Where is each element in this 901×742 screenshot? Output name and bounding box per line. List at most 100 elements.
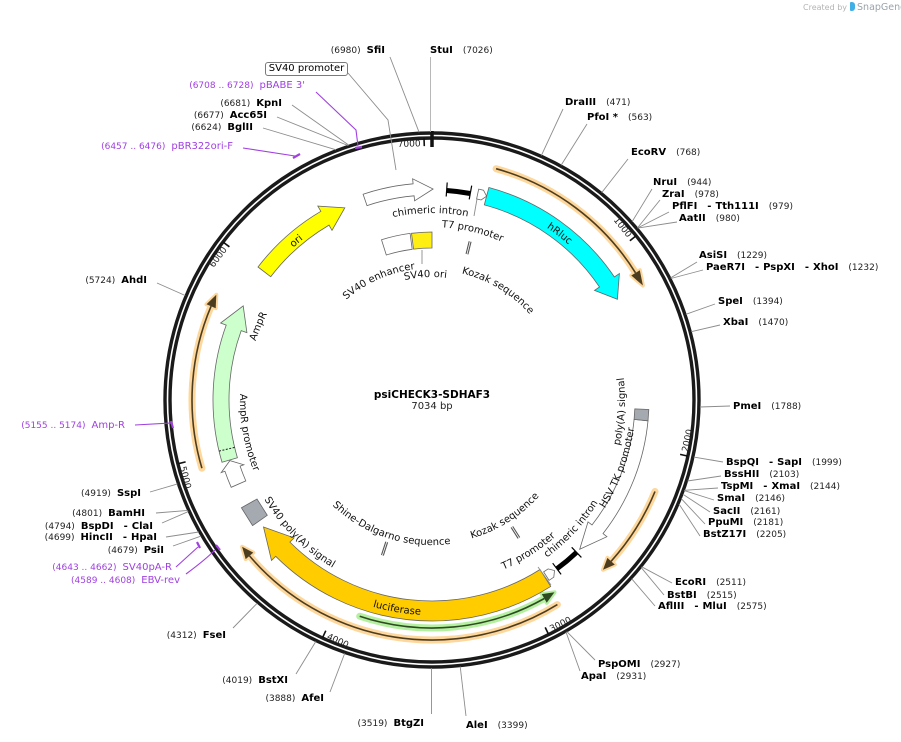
feature-label-sv40-promoter[interactable]: SV40 promoter [265, 62, 348, 76]
feature-sv40-ori[interactable] [411, 231, 433, 250]
feature-sv40-polya-box[interactable] [240, 498, 268, 527]
enzyme-afliii-mlui[interactable]: AflIII - MluI (2575) [658, 601, 767, 613]
primer-pbr322ori-f-mark[interactable] [242, 147, 301, 159]
enzyme-acc65i[interactable]: (6677) Acc65I [194, 110, 267, 122]
enzyme-position: (7026) [462, 46, 493, 56]
enzyme-position: (4801) [72, 509, 103, 519]
enzyme-ecorv[interactable]: EcoRV (768) [631, 147, 700, 159]
enzyme-alei[interactable]: AleI (3399) [466, 720, 528, 732]
enzyme-pmei[interactable]: PmeI (1788) [733, 401, 801, 413]
enzyme-position: (2205) [756, 530, 787, 540]
primer-sv40pa-r-mark[interactable] [175, 541, 201, 568]
enzyme-position: (2161) [750, 507, 781, 517]
orf-arc-luciferase[interactable] [240, 544, 561, 644]
enzyme-nrui[interactable]: NruI (944) [653, 177, 711, 189]
enzyme-bsshii[interactable]: BssHII (2103) [724, 469, 799, 481]
enzyme-name: PpuMI [708, 517, 744, 528]
primer-amp-r-mark[interactable] [134, 420, 175, 429]
feature-kozak-top[interactable] [465, 241, 472, 255]
enzyme-kpni[interactable]: (6681) KpnI [220, 98, 282, 110]
enzyme-position: (979) [768, 202, 793, 212]
enzyme-stui[interactable]: StuI (7026) [430, 45, 493, 57]
orf-arc-ampr[interactable] [188, 292, 219, 472]
feature-label-kozak-bottom[interactable]: Kozak sequence [469, 491, 541, 542]
enzyme-spei[interactable]: SpeI (1394) [718, 296, 783, 308]
feature-ampr-arrow[interactable] [212, 305, 248, 463]
feature-hsv-tk-promoter-arrow[interactable] [579, 418, 649, 551]
feature-t7-promoter-top[interactable] [476, 188, 488, 201]
enzyme-apai[interactable]: ApaI (2931) [581, 671, 646, 683]
enzyme-position: (1394) [752, 297, 783, 307]
enzyme-asisi[interactable]: AsiSI (1229) [699, 250, 767, 262]
enzyme-pflfi-tth111i[interactable]: PflFI - Tth111I (979) [672, 201, 793, 213]
feature-polya-signal-box[interactable] [633, 408, 650, 422]
orf-arc-hsvtk[interactable] [601, 488, 659, 572]
tick-label-2000: 2000 [681, 428, 696, 453]
primer-pbabe3[interactable]: (6708 .. 6728) pBABE 3' [189, 80, 305, 92]
feature-label-chimeric-intron-top[interactable]: chimeric intron [391, 205, 469, 220]
primer-sv40pa-r[interactable]: (4643 .. 4662) SV40pA-R [52, 562, 172, 574]
primer-pbabe3-mark[interactable] [315, 91, 363, 150]
enzyme-fsei[interactable]: (4312) FseI [167, 630, 226, 642]
enzyme-bstxi[interactable]: (4019) BstXI [222, 675, 288, 687]
feature-sv40-enhancer[interactable] [380, 232, 413, 256]
feature-label-t7-promoter-top[interactable]: T7 promoter [440, 219, 505, 245]
plasmid-length: 7034 bp [411, 401, 453, 412]
enzyme-ppumi[interactable]: PpuMI (2181) [708, 517, 783, 529]
enzyme-position: (6980) [330, 46, 361, 56]
orf-arc-hrluc[interactable] [492, 165, 645, 288]
enzyme-sacii[interactable]: SacII (2161) [713, 506, 780, 518]
enzyme-bglii[interactable]: (6624) BglII [191, 122, 253, 134]
primer-amp-r[interactable]: (5155 .. 5174) Amp-R [21, 420, 125, 432]
primer-ebv-rev-mark[interactable] [185, 544, 221, 575]
feature-label-ampr-promoter[interactable]: AmpR promoter [237, 394, 262, 474]
enzyme-paer7i-pspxi-xhoi[interactable]: PaeR7I - PspXI - XhoI (1232) [706, 262, 878, 274]
enzyme-hincii-hpai[interactable]: (4699) HincII - HpaI [45, 532, 157, 544]
enzyme-sspi[interactable]: (4919) SspI [81, 488, 141, 500]
enzyme-xbai[interactable]: XbaI (1470) [723, 317, 788, 329]
enzyme-pspomi[interactable]: PspOMI (2927) [598, 659, 680, 671]
feature-label-kozak-top[interactable]: Kozak sequence [461, 266, 536, 317]
enzyme-pfoi[interactable]: PfoI * (563) [587, 112, 652, 124]
enzyme-bamhi[interactable]: (4801) BamHI [72, 508, 145, 520]
enzyme-zrai[interactable]: ZraI (978) [662, 189, 719, 201]
feature-label-ampr[interactable]: AmpR [248, 310, 270, 342]
enzyme-btgzi[interactable]: (3519) BtgZI [358, 718, 424, 730]
enzyme-ecori[interactable]: EcoRI (2511) [675, 577, 746, 589]
enzyme-afei[interactable]: (3888) AfeI [265, 693, 324, 705]
feature-chimeric-intron-arrow[interactable] [362, 178, 434, 207]
feature-kozak-bottom[interactable] [510, 526, 521, 539]
enzyme-name: PsiI [143, 545, 164, 556]
feature-label-sv40-ori[interactable]: SV40 ori [403, 269, 447, 283]
feature-ori-arrow[interactable] [257, 205, 346, 278]
enzyme-smai[interactable]: SmaI (2146) [717, 493, 785, 505]
feature-label-shine-dalgarno[interactable]: Shine-Dalgarno sequence [330, 499, 451, 548]
feature-t7-promoter-bottom[interactable] [543, 568, 555, 581]
feature-hrluc-arrow[interactable] [483, 187, 620, 300]
enzyme-draiii[interactable]: DraIII (471) [565, 97, 630, 109]
feature-luciferase-arrow[interactable] [262, 526, 552, 622]
feature-intron-bar-top[interactable] [445, 182, 473, 200]
feature-ampr-promoter-arrow[interactable] [220, 460, 247, 488]
feature-shine-dalgarno[interactable] [380, 541, 389, 556]
primer-pbr322ori-f[interactable]: (6457 .. 6476) pBR322ori-F [101, 141, 233, 153]
enzyme-aatii[interactable]: AatII (980) [679, 213, 740, 225]
enzyme-psii[interactable]: (4679) PsiI [108, 545, 164, 557]
enzyme-ahdi[interactable]: (5724) AhdI [85, 275, 147, 287]
map-title: psiCHECK3-SDHAF3 7034 bp [312, 389, 552, 413]
enzyme-sfii[interactable]: (6980) SfiI [331, 45, 385, 57]
primer-range: (4589 .. 4608) [71, 576, 136, 586]
enzyme-bstbi[interactable]: BstBI (2515) [667, 590, 737, 602]
enzyme-tspmi-xmai[interactable]: TspMI - XmaI (2144) [721, 481, 840, 493]
feature-chimeric-intron-bar-bottom[interactable] [552, 546, 582, 575]
enzyme-name: PfoI * [587, 112, 618, 123]
enzyme-bspqi-sapi[interactable]: BspQI - SapI (1999) [726, 457, 842, 469]
primer-ebv-rev[interactable]: (4589 .. 4608) EBV-rev [71, 575, 180, 587]
primer-range: (5155 .. 5174) [21, 421, 86, 431]
green-arc-luciferase[interactable] [356, 590, 557, 632]
enzyme-separator: - [804, 262, 809, 273]
enzyme-name: XbaI [723, 317, 749, 328]
enzyme-bstz17i[interactable]: BstZ17I (2205) [703, 529, 786, 541]
enzyme-separator: - [122, 532, 127, 543]
enzyme-bspdi-clai[interactable]: (4794) BspDI - ClaI [45, 521, 153, 533]
